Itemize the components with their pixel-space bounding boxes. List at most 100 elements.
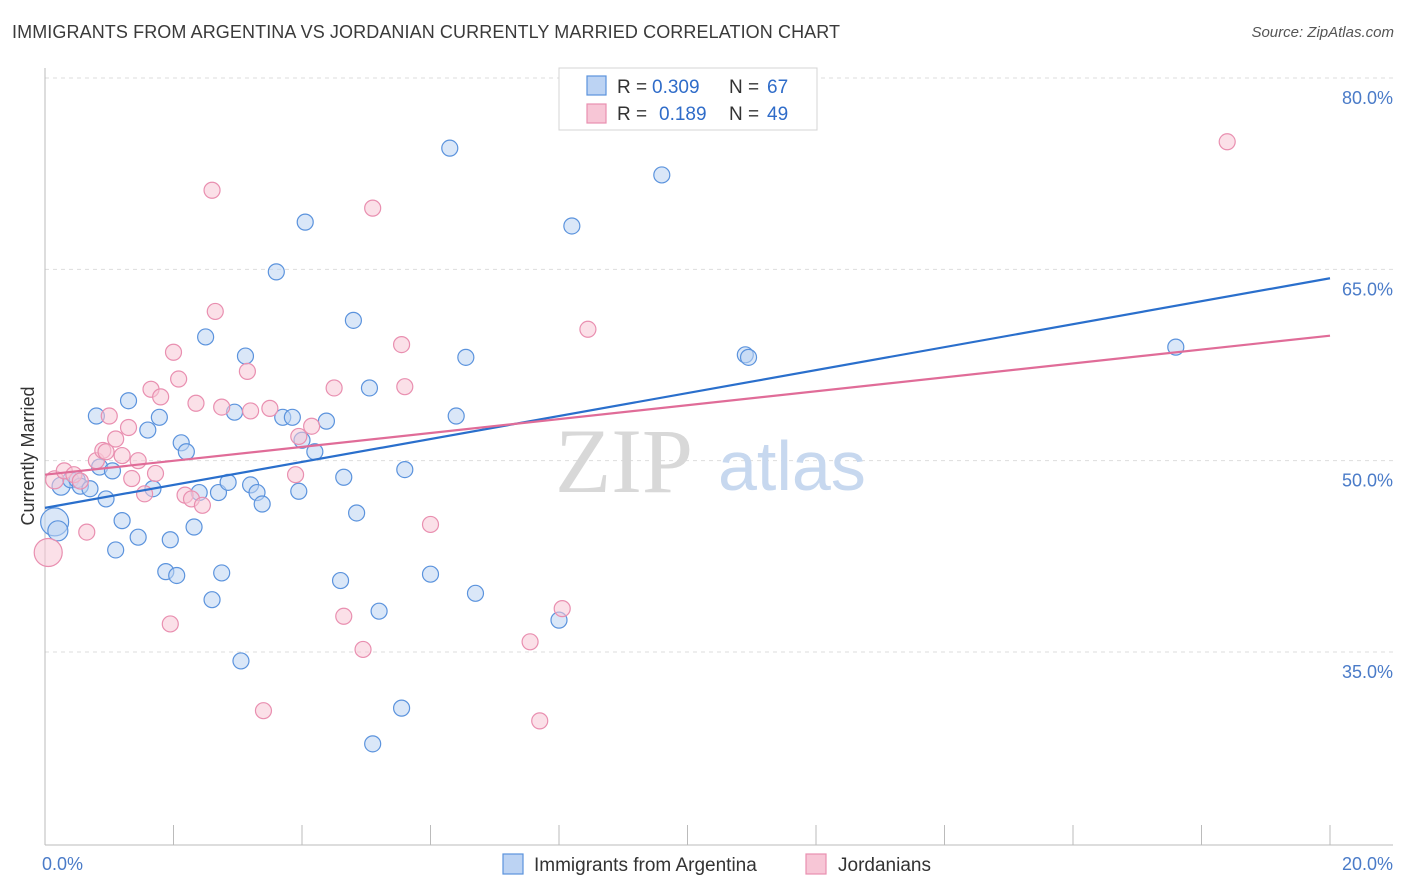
series-legend-label-jordanians: Jordanians [838,855,931,876]
argentina-point-38 [283,408,301,426]
legend-n-label-1: N = [729,77,759,98]
argentina-point-53 [421,565,440,583]
jordanian-point-28 [213,398,231,416]
jordanian-point-18 [152,388,170,406]
legend-r-value-2: 0.189 [659,104,707,125]
argentina-point-55 [447,407,465,425]
argentina-trend-line [44,277,1331,509]
argentina-point-14 [129,528,147,546]
argentina-point-47 [348,504,366,522]
legend-n-value-2: 49 [767,104,788,125]
jordanian-point-10 [107,430,125,448]
argentina-point-26 [203,591,221,609]
jordanian-point-33 [286,466,305,484]
argentina-point-39 [290,482,308,500]
y-tick-label-1: 50.0% [1342,471,1393,491]
jordanian-point-46 [579,320,597,338]
argentina-point-22 [177,443,195,461]
jordanian-point-40 [392,335,411,354]
tick-labels: 35.0% 50.0% 65.0% 80.0% 0.0% 20.0% [42,88,1393,874]
argentina-point-56 [457,348,475,366]
jordanian-point-13 [123,469,141,488]
argentina-point-17 [150,408,168,426]
jordanian-point-44 [531,712,549,730]
legend-r-label-2: R = [617,104,647,125]
argentina-point-36 [267,263,285,281]
argentina-point-1 [47,520,69,542]
legend-swatch-pink [586,103,607,124]
jordanian-trend-line [44,334,1331,476]
jordanian-point-36 [325,379,343,397]
jordanian-point-25 [193,496,212,514]
argentina-point-12 [113,512,131,530]
x-tick-label-1: 20.0% [1342,854,1393,874]
jordanian-point-30 [242,402,260,420]
jordanian-point-24 [187,394,205,412]
jordanian-point-19 [161,615,179,633]
argentina-point-46 [344,311,362,329]
legend-r-value-1: 0.309 [652,77,700,98]
chart-title: IMMIGRANTS FROM ARGENTINA VS JORDANIAN C… [12,22,841,42]
jordanian-point-8 [97,443,115,461]
argentina-point-32 [236,347,255,365]
data-points [33,133,1236,753]
jordanian-point-26 [203,181,221,199]
argentina-point-41 [296,213,314,231]
jordanian-point-0 [33,537,63,568]
argentina-point-54 [441,139,459,157]
argentina-point-11 [107,541,125,559]
y-tick-label-0: 35.0% [1342,662,1393,682]
jordanian-point-35 [303,417,321,435]
jordanian-point-37 [335,607,353,625]
legend-n-label-2: N = [729,104,759,125]
jordanian-point-38 [354,640,372,659]
argentina-point-13 [119,392,138,410]
series-legend-swatch-jordanians [805,853,827,875]
jordanian-point-9 [100,407,118,425]
y-tick-label-3: 80.0% [1342,88,1393,108]
series-legend: Immigrants from Argentina Jordanians [502,853,931,876]
jordanian-point-42 [421,515,440,534]
argentina-point-15 [139,421,157,439]
argentina-point-57 [466,584,485,602]
jordanian-point-21 [170,370,188,388]
argentina-point-60 [653,166,671,184]
argentina-point-43 [317,412,336,430]
trend-lines [44,277,1331,509]
legend-swatch-blue [586,75,607,96]
jordanian-point-32 [261,399,279,417]
argentina-point-10 [103,462,122,480]
argentina-point-23 [185,518,203,536]
source-label: Source: ZipAtlas.com [1251,24,1394,41]
argentina-point-25 [197,328,215,346]
argentina-point-28 [213,564,231,582]
stats-legend: R = 0.309 N = 67 R = 0.189 N = 49 [558,67,818,131]
jordanian-point-41 [396,378,414,396]
x-tick-label-0: 0.0% [42,854,83,874]
argentina-point-48 [360,379,379,397]
y-tick-label-2: 65.0% [1342,279,1393,299]
argentina-point-50 [370,602,388,620]
series-legend-label-argentina: Immigrants from Argentina [534,855,757,876]
legend-n-value-1: 67 [767,77,788,98]
jordanian-point-29 [238,362,256,380]
jordanian-point-34 [290,427,308,446]
argentina-point-62 [739,348,758,366]
argentina-point-35 [253,495,271,513]
y-axis-title: Currently Married [18,386,38,525]
jordanian-point-11 [113,446,131,465]
argentina-point-45 [335,468,353,486]
jordanian-point-43 [521,633,539,651]
argentina-point-52 [396,460,414,479]
jordanian-point-20 [164,343,183,361]
jordanian-point-45 [553,600,571,618]
jordanian-point-31 [254,702,273,720]
argentina-point-59 [563,217,581,235]
jordanian-point-5 [78,523,96,541]
argentina-point-44 [331,571,350,590]
watermark-zip: ZIP [555,410,693,512]
jordanian-point-4 [71,472,89,490]
argentina-point-31 [232,652,250,670]
axes [44,68,1393,846]
jordanian-point-17 [146,464,165,483]
